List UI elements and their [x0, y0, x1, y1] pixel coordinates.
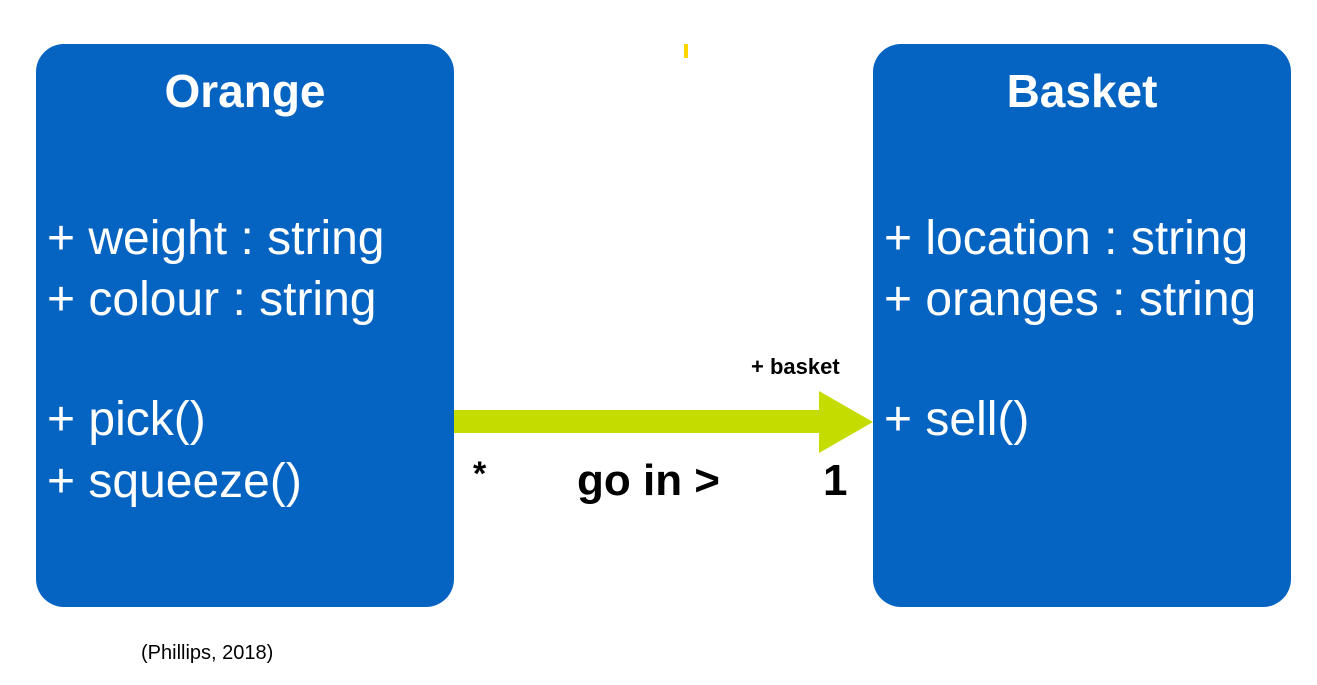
basket-class-box: Basket + location : string + oranges : s…: [873, 44, 1291, 607]
basket-attribute-oranges: + oranges : string: [884, 273, 1257, 326]
basket-class-title: Basket: [1006, 65, 1158, 117]
source-multiplicity: *: [473, 455, 487, 493]
association-role-label: + basket: [751, 354, 840, 379]
orange-attribute-colour: + colour : string: [47, 273, 377, 326]
basket-method-sell: + sell(): [884, 393, 1030, 446]
association-arrow-shape: [454, 391, 873, 453]
orange-class-title: Orange: [164, 65, 326, 117]
orange-class-box: Orange + weight : string + colour : stri…: [36, 44, 454, 607]
target-multiplicity: 1: [823, 456, 848, 505]
association-name-label: go in >: [577, 456, 720, 505]
orange-method-pick: + pick(): [47, 393, 206, 446]
basket-attribute-location: + location : string: [884, 212, 1249, 265]
orange-attribute-weight: + weight : string: [47, 212, 385, 265]
yellow-marker: [684, 44, 688, 58]
citation: (Phillips, 2018): [141, 642, 274, 664]
orange-method-squeeze: + squeeze(): [47, 455, 302, 508]
